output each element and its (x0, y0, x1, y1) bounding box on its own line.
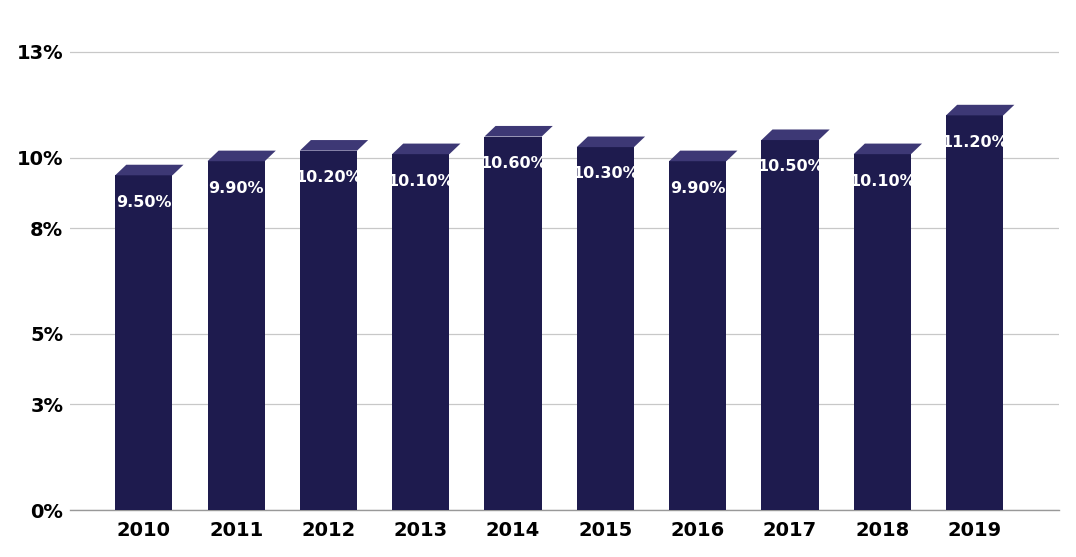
Bar (577, 147, 634, 510)
Polygon shape (762, 129, 830, 140)
Text: 10.10%: 10.10% (387, 174, 454, 189)
Polygon shape (669, 150, 737, 161)
Text: 10.20%: 10.20% (295, 170, 362, 185)
Polygon shape (208, 150, 275, 161)
Polygon shape (300, 140, 368, 150)
Text: 10.50%: 10.50% (756, 159, 823, 174)
Bar (853, 154, 911, 510)
Text: 10.30%: 10.30% (572, 167, 639, 182)
Polygon shape (392, 144, 461, 154)
Polygon shape (484, 126, 553, 136)
Bar (946, 115, 1003, 510)
Polygon shape (115, 165, 184, 175)
Bar (484, 136, 541, 510)
Text: 11.20%: 11.20% (942, 135, 1008, 150)
Bar (762, 140, 819, 510)
Text: 9.90%: 9.90% (209, 180, 264, 196)
Polygon shape (853, 144, 922, 154)
Bar (115, 175, 172, 510)
Bar (392, 154, 450, 510)
Text: 10.10%: 10.10% (849, 174, 916, 189)
Text: 9.50%: 9.50% (116, 195, 171, 209)
Bar (208, 161, 265, 510)
Polygon shape (946, 105, 1015, 115)
Bar (669, 161, 726, 510)
Bar (300, 150, 357, 510)
Text: 10.60%: 10.60% (480, 156, 547, 171)
Polygon shape (577, 136, 646, 147)
Text: 9.90%: 9.90% (670, 180, 725, 196)
